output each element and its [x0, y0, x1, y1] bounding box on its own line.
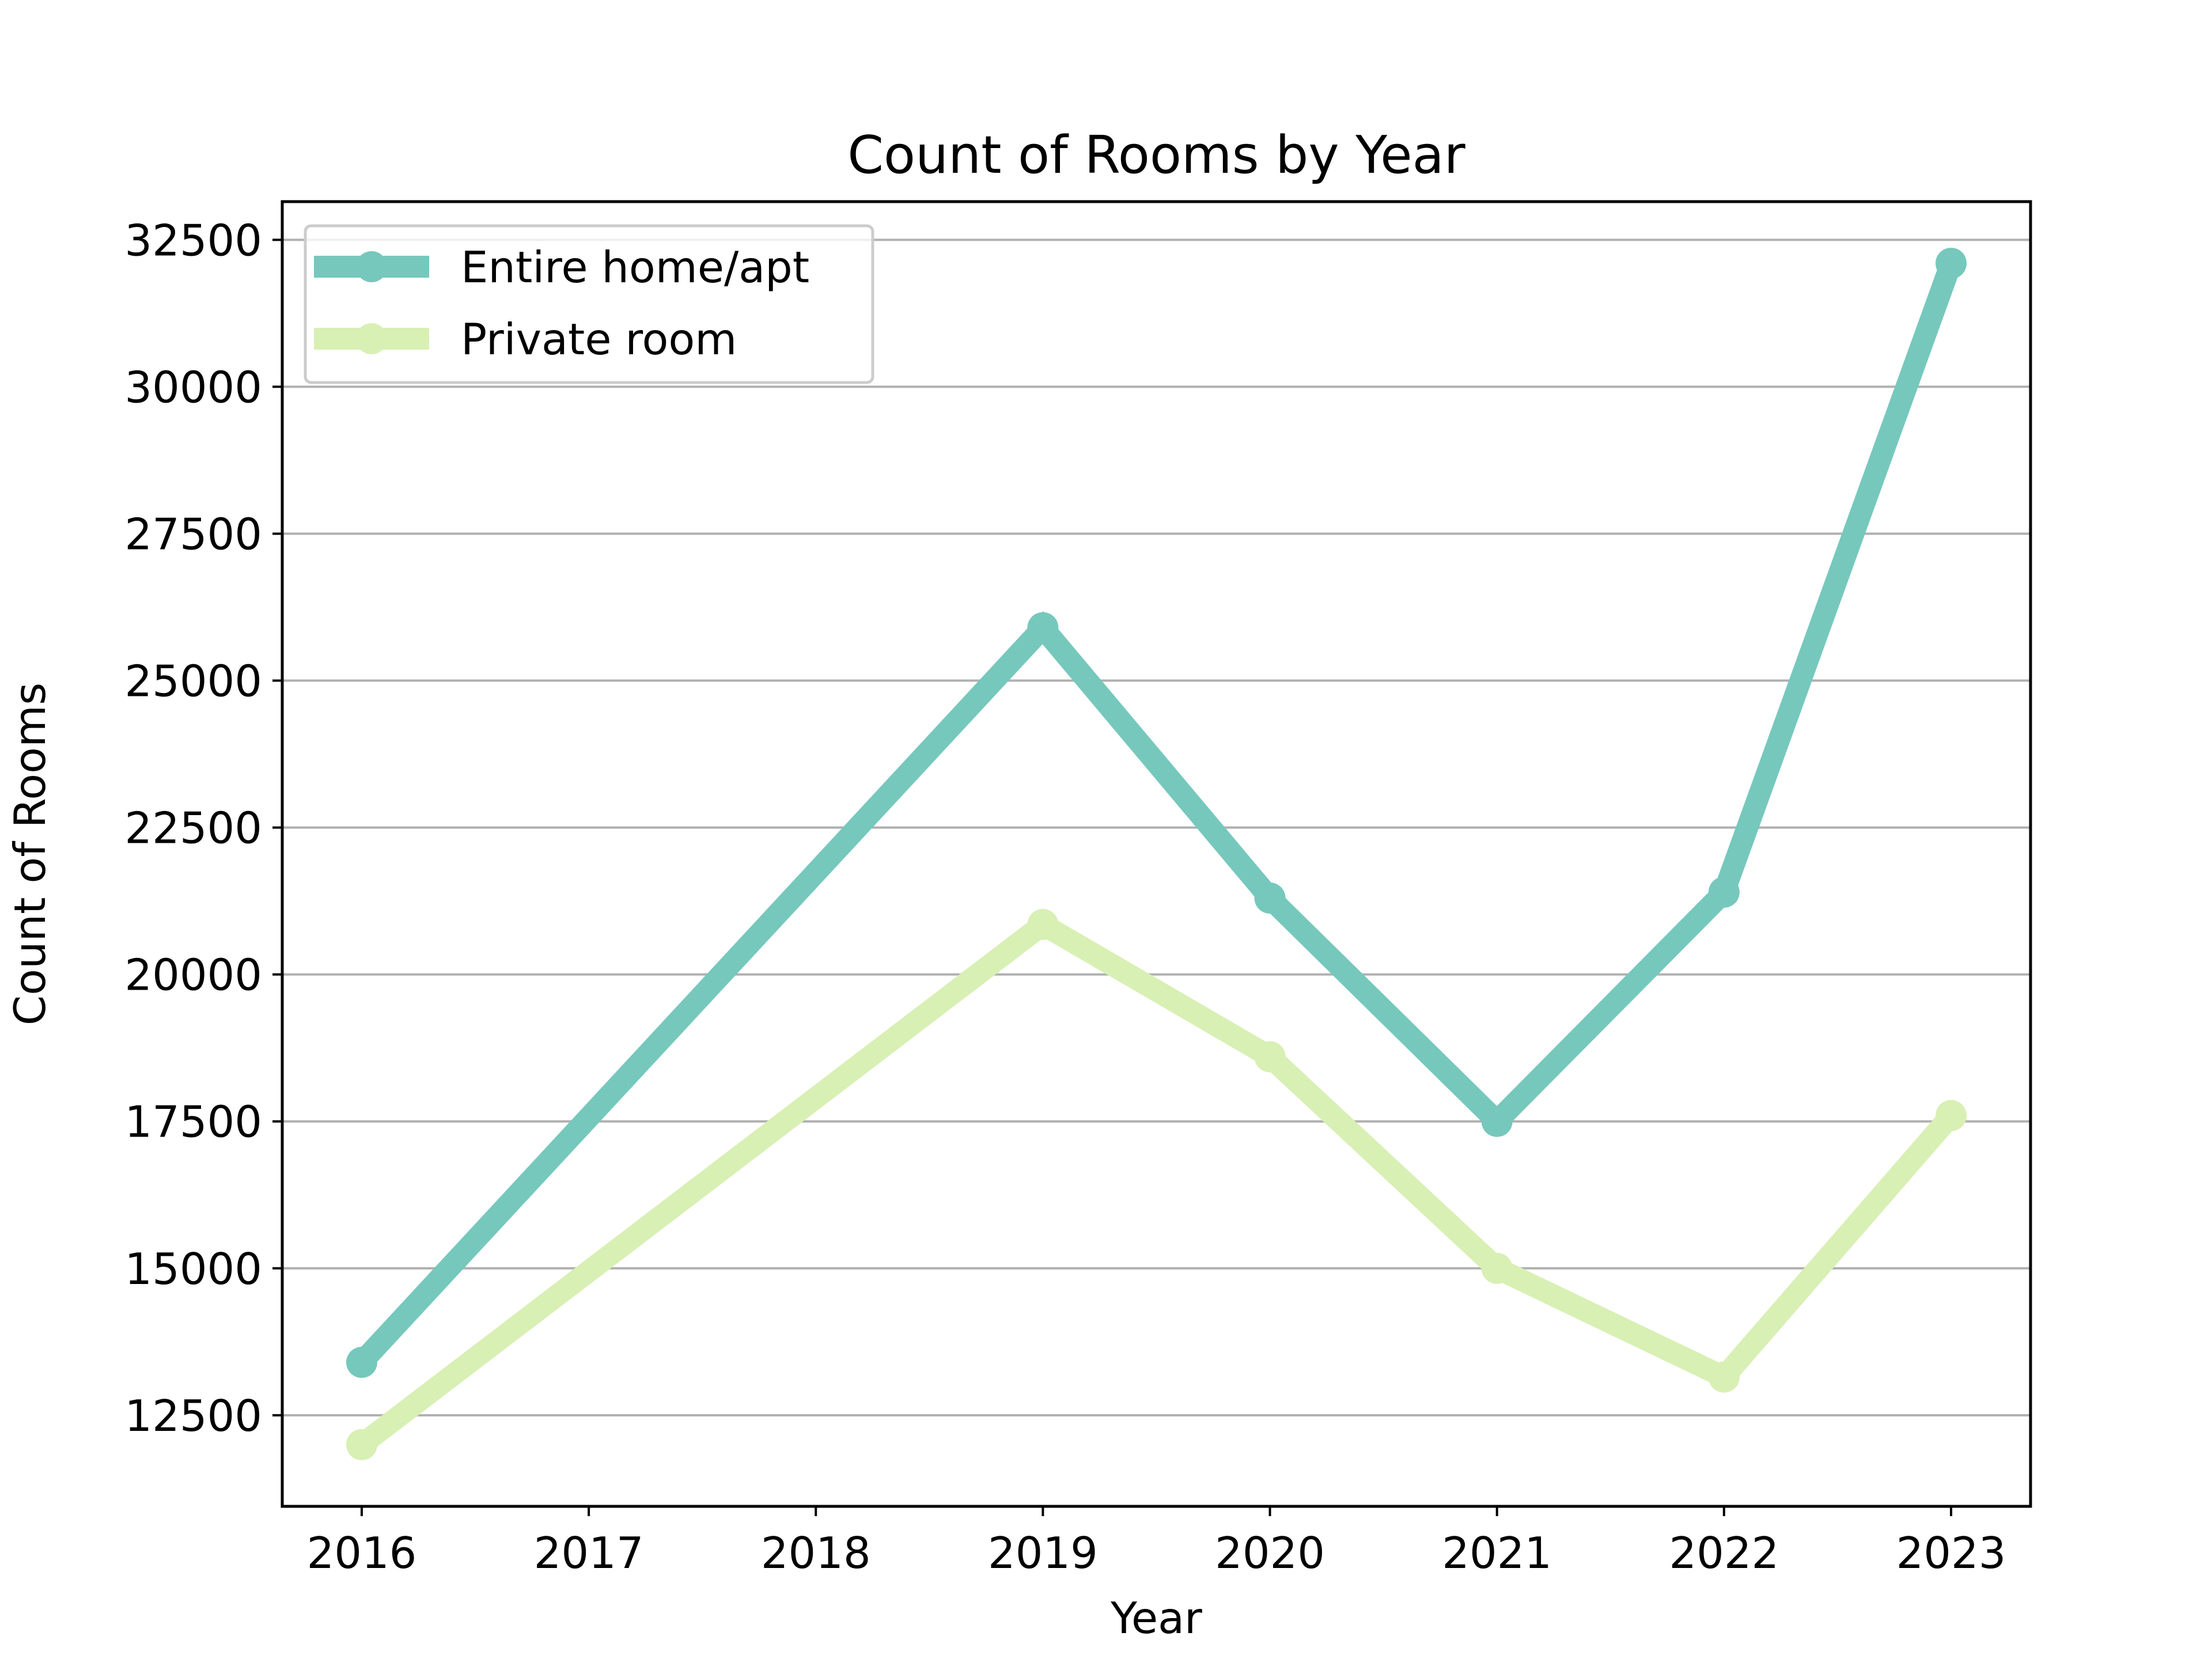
x-tick-label: 2020 [1215, 1528, 1325, 1578]
series-entire-home-apt [346, 248, 1967, 1378]
x-tick-label: 2023 [1896, 1528, 2006, 1578]
series-private-room [346, 908, 1967, 1460]
x-tick-label: 2022 [1669, 1528, 1779, 1578]
y-tick-label: 25000 [124, 656, 262, 707]
data-point [1481, 1105, 1513, 1137]
legend-entry: Private room [314, 314, 737, 365]
x-axis-ticks: 2016 2017 2018 2019 2020 2021 2022 2023 [307, 1506, 2006, 1578]
y-tick-label: 32500 [124, 215, 262, 266]
data-point [1708, 876, 1740, 908]
plot-area-frame [281, 200, 2032, 1508]
series-line [355, 911, 1960, 1453]
x-tick-label: 2017 [534, 1528, 644, 1578]
data-point [1254, 1041, 1286, 1073]
data-point [1254, 882, 1286, 914]
data-point [1481, 1252, 1513, 1284]
legend: Entire home/apt Private room [304, 224, 874, 384]
data-point [1027, 908, 1059, 940]
y-tick-label: 30000 [124, 362, 262, 412]
x-axis-label: Year [1110, 1593, 1202, 1643]
y-axis-ticks: 12500 15000 17500 20000 22500 25000 27500 30000… [124, 215, 282, 1441]
legend-label: Private room [461, 314, 737, 365]
x-tick-label: 2019 [988, 1528, 1098, 1578]
chart-title: Count of Rooms by Year [847, 125, 1465, 185]
legend-swatch-marker [356, 323, 387, 354]
legend-entry: Entire home/apt [314, 242, 809, 293]
series-lines [346, 248, 1967, 1460]
data-point [1708, 1361, 1740, 1393]
y-tick-label: 20000 [124, 950, 262, 1001]
data-point [1936, 1100, 1967, 1131]
x-tick-label: 2016 [307, 1528, 417, 1578]
data-point [346, 1347, 377, 1378]
series-line [354, 259, 1961, 1370]
y-axis-label: Count of Rooms [5, 683, 55, 1025]
y-tick-label: 22500 [124, 803, 262, 854]
data-point [346, 1429, 377, 1460]
legend-swatch-marker [356, 251, 387, 282]
data-point [1027, 612, 1059, 643]
y-tick-label: 27500 [124, 509, 262, 559]
x-tick-label: 2021 [1442, 1528, 1552, 1578]
x-tick-label: 2018 [761, 1528, 871, 1578]
legend-label: Entire home/apt [461, 242, 809, 293]
y-tick-label: 12500 [124, 1391, 262, 1441]
y-tick-label: 15000 [124, 1244, 262, 1294]
data-point [1936, 248, 1967, 279]
legend-box [304, 224, 874, 384]
y-tick-label: 17500 [124, 1097, 262, 1147]
